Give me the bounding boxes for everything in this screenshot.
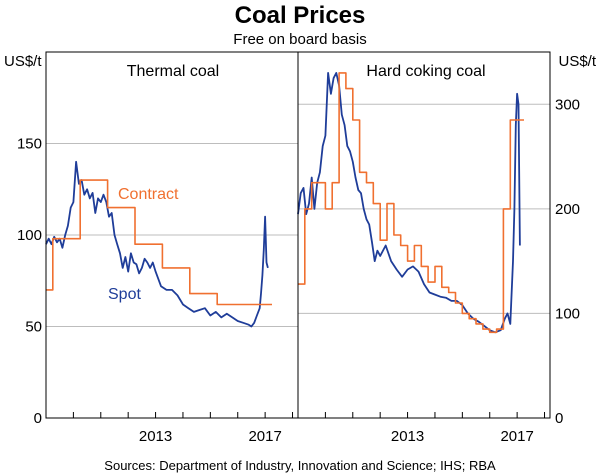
right-axis-unit: US$/t <box>558 53 596 70</box>
right-ytick-label-0: 0 <box>555 410 563 427</box>
xtick-label-panel0-0: 2013 <box>139 428 172 445</box>
series-contract-panel1 <box>298 72 524 334</box>
chart-subtitle: Free on board basis <box>233 31 366 48</box>
right-ytick-label-2: 200 <box>555 201 580 218</box>
series-spot-panel1 <box>297 72 521 334</box>
right-ytick-label-3: 300 <box>555 96 580 113</box>
left-axis-unit: US$/t <box>4 53 42 70</box>
left-ytick-label-0: 0 <box>34 410 42 427</box>
xtick-label-panel1-0: 2013 <box>391 428 424 445</box>
plot-frame <box>45 51 551 419</box>
xtick-label-panel0-1: 2017 <box>248 428 281 445</box>
data-series <box>45 72 524 334</box>
series-spot-panel0 <box>45 160 269 328</box>
spot-series-label: Spot <box>108 286 141 303</box>
contract-series-label: Contract <box>118 186 179 203</box>
source-note: Sources: Department of Industry, Innovat… <box>104 458 496 473</box>
axis-labels: 0 50 100 150 2013 2017 0 100 200 300 2013 2017 <box>17 96 580 445</box>
left-ytick-label-2: 100 <box>17 227 42 244</box>
right-ytick-label-1: 100 <box>555 305 580 322</box>
chart-title: Coal Prices <box>235 2 366 29</box>
panel-title-coking: Hard coking coal <box>366 63 485 80</box>
series-contract-panel0 <box>46 179 272 306</box>
xtick-label-panel1-1: 2017 <box>500 428 533 445</box>
left-ytick-label-1: 50 <box>25 319 42 336</box>
panel-title-thermal: Thermal coal <box>127 63 219 80</box>
left-ytick-label-3: 150 <box>17 136 42 153</box>
